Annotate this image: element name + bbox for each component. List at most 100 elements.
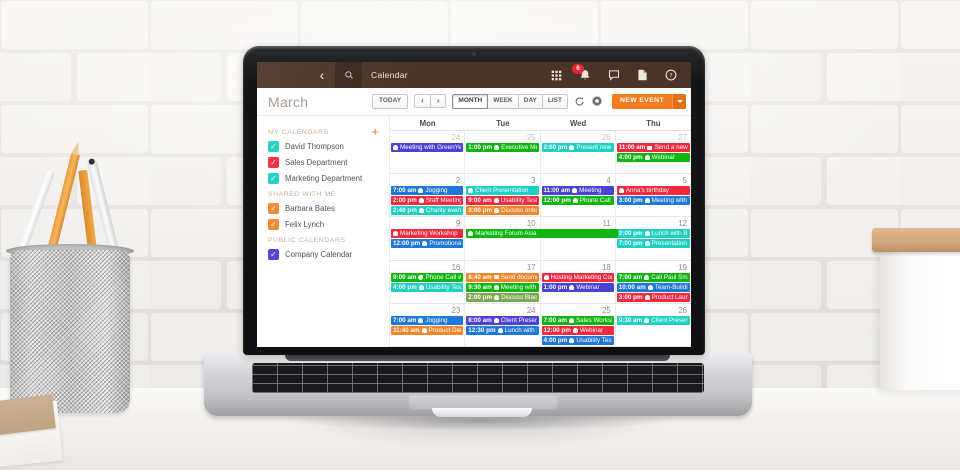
event-bar[interactable]: 12:00 pm Phone Call wi: [541, 196, 614, 206]
event-bar[interactable]: 9:00 am Phone Call with: [391, 272, 464, 282]
day-cell[interactable]: 2 7:00 am Jogging 2:00 pm Staff Meeting 2:40 …: [390, 174, 466, 217]
calendar-checkbox[interactable]: ✓: [268, 141, 279, 152]
calendar-checkbox[interactable]: ✓: [268, 203, 279, 214]
calendar-list-item[interactable]: ✓ Marketing Department: [268, 173, 389, 184]
view-button-month[interactable]: MONTH: [452, 94, 489, 109]
day-cell[interactable]: 12 2:00 pm Lunch with Ba 7:00 pm Presentatio…: [616, 217, 691, 259]
calendar-list-item[interactable]: ✓ Barbara Bates: [268, 203, 389, 214]
new-event-dropdown-button[interactable]: [672, 94, 686, 109]
chat-button[interactable]: [608, 69, 620, 81]
event-bar[interactable]: 12:00 pm Promotional: [391, 239, 464, 249]
canister: [880, 248, 960, 390]
day-cell[interactable]: 4 11:00 am Meeting 12:00 pm Phone Call wi: [541, 174, 616, 217]
settings-button[interactable]: [591, 95, 603, 108]
event-bar[interactable]: 8:00 am Client Present: [466, 315, 539, 325]
search-icon: [344, 71, 353, 79]
event-bar[interactable]: 3:00 pm Discuss onboa: [466, 206, 539, 216]
view-button-week[interactable]: WEEK: [488, 94, 519, 109]
apps-grid-button[interactable]: [551, 70, 562, 81]
day-cell[interactable]: 17 8:40 am Send documen 9:30 am Meeting with…: [465, 260, 541, 303]
notifications-button[interactable]: 6: [572, 64, 591, 81]
day-cell[interactable]: 3 Client Presentation 9:00 am Usability Tes…: [465, 174, 541, 217]
event-bar[interactable]: 2:00 pm Staff Meeting: [391, 196, 464, 206]
date-number: 10: [526, 219, 536, 229]
day-cell[interactable]: 24 8:00 am Client Present 12:30 pm Lunch wit…: [465, 303, 541, 347]
event-bar[interactable]: 7:00 am Sales Worksho: [541, 315, 614, 325]
week-row: 9 Marketing Workshop 12:00 pm Promotional 10…: [390, 217, 691, 261]
bell-icon: [647, 284, 653, 290]
day-cell[interactable]: 19 7:00 am Call Paul Smit 10:00 am Team-Buil…: [616, 261, 691, 303]
section-label: MY CALENDARS: [268, 128, 329, 136]
next-button[interactable]: ›: [429, 94, 447, 109]
help-button[interactable]: ?: [665, 69, 677, 81]
event-title: Send documen: [500, 273, 537, 281]
view-button-list[interactable]: LIST: [542, 94, 568, 109]
new-event-button[interactable]: NEW EVENT: [611, 94, 672, 109]
calendar-list-item[interactable]: ✓ Felix Lynch: [268, 219, 389, 230]
day-cell[interactable]: 25 1:00 pm Executive Mee: [465, 131, 541, 174]
day-cell[interactable]: 27 11:00 am Send a new l 4:00 pm Webinar: [616, 131, 691, 173]
event-bar[interactable]: 2:40 pm Charity event: [391, 206, 464, 216]
documents-button[interactable]: [637, 69, 648, 81]
day-cell[interactable]: 26 9:30 am Client Present: [616, 304, 691, 346]
calendar-checkbox[interactable]: ✓: [268, 173, 279, 184]
day-cell[interactable]: 16 9:00 am Phone Call with 4:00 pm Usability…: [390, 260, 466, 303]
day-cell[interactable]: 24 Meeting with GreenYear: [390, 131, 466, 174]
event-bar[interactable]: 7:00 am Call Paul Smit: [616, 272, 690, 282]
calendar-checkbox[interactable]: ✓: [268, 249, 279, 260]
calendar-checkbox[interactable]: ✓: [268, 219, 279, 230]
day-cell[interactable]: 26 2:00 pm Present new s: [541, 131, 616, 174]
event-bar[interactable]: 9:00 am Usability Testin: [466, 196, 539, 206]
event-title: Presentation f: [651, 240, 688, 248]
day-cell[interactable]: 10 Marketing Forum Asia: [465, 217, 618, 260]
event-bar[interactable]: 8:40 am Send documen: [466, 272, 539, 282]
event-bar[interactable]: 7:00 am Jogging: [391, 186, 464, 196]
event-bar[interactable]: 2:00 pm Present new s: [541, 143, 614, 152]
prev-button[interactable]: ‹: [414, 94, 430, 109]
event-bar[interactable]: Marketing Forum Asia: [466, 229, 618, 239]
calendar-checkbox[interactable]: ✓: [268, 157, 279, 168]
add-calendar-button[interactable]: +: [371, 124, 379, 139]
document-icon: [638, 69, 647, 81]
event-bar[interactable]: 4:00 pm Webinar: [616, 153, 690, 162]
compose-button[interactable]: ‹: [319, 67, 325, 83]
event-bar[interactable]: Meeting with GreenYear: [391, 143, 464, 152]
event-bar[interactable]: 4:00 pm Usability Testi: [541, 335, 614, 345]
event-bar[interactable]: 11:40 am Product Dem: [391, 325, 464, 335]
today-button[interactable]: TODAY: [372, 94, 409, 109]
calendar-list-item[interactable]: ✓ Sales Department: [268, 157, 389, 168]
event-bar[interactable]: 3:00 pm Product Laun: [616, 292, 690, 302]
event-bar[interactable]: Anna's birthday: [616, 186, 690, 196]
event-bar[interactable]: 2:00 pm Discuss Black: [466, 292, 539, 302]
event-bar[interactable]: 11:00 am Meeting: [541, 186, 614, 196]
day-cell[interactable]: 9 Marketing Workshop 12:00 pm Promotional: [390, 217, 466, 260]
day-cell[interactable]: 23 7:00 am Jogging 11:40 am Product Dem: [390, 303, 466, 347]
sync-button[interactable]: [574, 96, 585, 107]
event-bar[interactable]: Marketing Workshop: [391, 229, 464, 239]
event-bar[interactable]: Hosting Marketing Con: [541, 272, 614, 282]
event-bar[interactable]: Client Presentation: [466, 186, 539, 196]
calendar-list-item[interactable]: ✓ Company Calendar: [268, 249, 389, 260]
event-bar[interactable]: 1:00 pm Webinar: [541, 282, 614, 292]
bell-icon: [569, 284, 575, 290]
event-bar[interactable]: 3:00 pm Meeting with J: [616, 196, 690, 206]
event-bar[interactable]: 7:00 pm Presentation f: [616, 239, 690, 249]
event-bar[interactable]: 10:00 am Team-Buildin: [616, 282, 690, 292]
event-bar[interactable]: 9:30 am Meeting with J: [466, 282, 539, 292]
event-bar[interactable]: 12:30 pm Lunch with N: [466, 325, 539, 335]
search-button[interactable]: [335, 62, 362, 88]
event-bar[interactable]: 9:30 am Client Present: [616, 315, 690, 325]
event-bar[interactable]: 11:00 am Send a new l: [616, 143, 690, 152]
event-bar[interactable]: 1:00 pm Executive Mee: [466, 143, 539, 152]
day-cell[interactable]: 11: [541, 217, 616, 260]
event-bar[interactable]: 2:00 pm Lunch with Ba: [616, 229, 690, 239]
calendar-list-item[interactable]: ✓ David Thompson: [268, 141, 389, 152]
event-bar[interactable]: 4:00 pm Usability Testir: [391, 282, 464, 292]
event-title: Anna's birthday: [625, 187, 669, 195]
event-bar[interactable]: 12:00 pm Webinar: [541, 325, 614, 335]
day-cell[interactable]: 5 Anna's birthday 3:00 pm Meeting with J: [616, 174, 691, 216]
day-cell[interactable]: 18 Hosting Marketing Con 1:00 pm Webinar: [541, 260, 616, 303]
event-bar[interactable]: 7:00 am Jogging: [391, 315, 464, 325]
view-button-day[interactable]: DAY: [518, 94, 543, 109]
